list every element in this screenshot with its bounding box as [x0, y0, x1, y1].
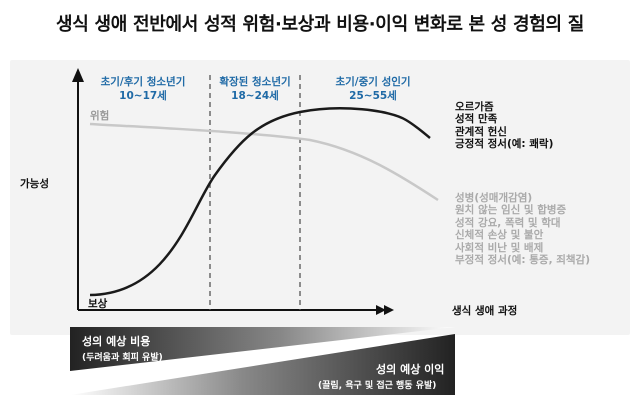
benefit-curve-label: 보상: [88, 298, 108, 310]
list-item: 긍정적 정서(예: 쾌락): [455, 138, 554, 151]
stage-label-adulthood: 초기/중기 성인기 25~55세: [318, 75, 428, 103]
benefit-outcomes-list: 오르가즘 성적 만족 관계적 헌신 긍정적 정서(예: 쾌락): [455, 101, 553, 151]
stage-name: 초기/중기 성인기: [335, 76, 411, 88]
benefit-curve: [89, 107, 431, 297]
risk-outcomes-list: 성병(성매개감염) 원치 않는 임신 및 합병증 성적 강요, 폭력 및 학대 …: [455, 192, 590, 266]
cost-bar-label: 성의 예상 비용: [82, 335, 151, 348]
list-item: 사회적 비난 및 배제: [455, 241, 544, 254]
stage-age: 10~17세: [119, 90, 167, 102]
risk-curve: [89, 122, 439, 202]
list-item: 오르가즘: [455, 101, 494, 113]
stage-age: 18~24세: [231, 90, 279, 102]
benefit-bar-sub: (끌림, 욕구 및 접근 행동 유발): [318, 381, 437, 391]
risk-curve-label: 위험: [90, 110, 110, 122]
x-axis-arrow-2: [384, 305, 394, 315]
diagram-panel: [10, 60, 630, 335]
list-item: 성적 만족: [455, 113, 498, 126]
list-item: 원치 않는 임신 및 합병증: [455, 204, 567, 217]
list-item: 신체적 손상 및 불안: [455, 229, 544, 242]
cost-bar: [70, 327, 455, 371]
benefit-bar-label: 성의 예상 이익: [376, 363, 445, 376]
list-item: 성병(성매개감염): [455, 192, 533, 204]
list-item: 부정적 정서(예: 통증, 죄책감): [455, 254, 591, 267]
page-title: 생식 생애 전반에서 성적 위험·보상과 비용·이익 변화로 본 성 경험의 질: [55, 14, 585, 35]
list-item: 관계적 헌신: [455, 125, 507, 138]
stage-label-early-adolescence: 초기/후기 청소년기 10~17세: [88, 75, 198, 103]
y-axis-arrow: [72, 68, 84, 82]
stage-name: 확장된 청소년기: [219, 76, 291, 88]
cost-bar-sub: (두려움과 회피 유발): [82, 353, 163, 363]
stage-name: 초기/후기 청소년기: [100, 76, 186, 88]
stage-age: 25~55세: [349, 90, 397, 102]
list-item: 성적 강요, 폭력 및 학대: [455, 216, 561, 229]
x-axis-label: 생식 생애 과정: [452, 305, 518, 317]
x-axis-arrow-1: [376, 305, 386, 315]
stage-label-extended-adolescence: 확장된 청소년기 18~24세: [205, 75, 305, 103]
y-axis-label: 가능성: [20, 178, 49, 190]
benefit-bar: [70, 334, 455, 395]
